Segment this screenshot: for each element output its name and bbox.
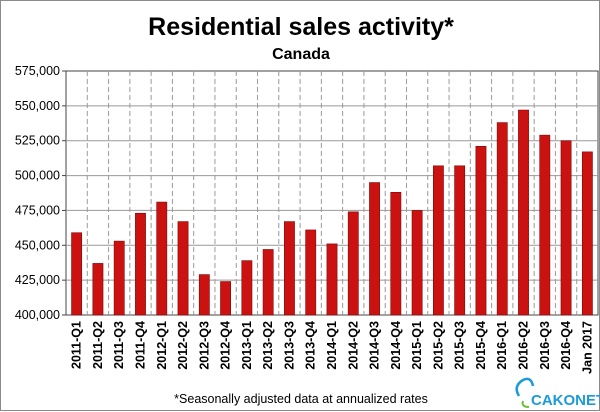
chart-title: Residential sales activity* [148, 13, 454, 41]
footnote: *Seasonally adjusted data at annualized … [174, 392, 428, 406]
x-tick-label: 2015-Q4 [474, 321, 488, 370]
y-tick-label: 525,000 [15, 134, 60, 148]
bar-jan-2017 [581, 151, 593, 316]
x-tick-label: 2013-Q4 [304, 321, 318, 370]
x-tick-label: 2016-Q1 [495, 321, 509, 370]
y-tick-label: 500,000 [15, 169, 60, 183]
y-axis-ticks: 400,000 425,000 450,000 475,000 500,000 525,0… [15, 64, 66, 322]
x-tick-label: 2015-Q3 [453, 321, 467, 370]
x-tick-label: 2016-Q3 [538, 321, 552, 370]
x-axis-ticks: 2011-Q1 2011-Q2 2011-Q3 2011-Q4 2012-Q1 2012-… [70, 321, 595, 374]
x-tick-label: 2014-Q4 [389, 321, 403, 370]
x-tick-label: 2012-Q1 [155, 321, 169, 370]
bar-2015-q4 [475, 145, 487, 316]
bar-2015-q2 [432, 165, 444, 316]
bar-2013-q4 [305, 229, 317, 316]
bar-2015-q1 [411, 210, 423, 316]
bar-2013-q1 [241, 260, 253, 316]
bar-2011-q1 [71, 232, 83, 316]
bar-2012-q1 [156, 201, 168, 316]
logo-swirl-icon [515, 377, 535, 397]
y-tick-label: 425,000 [15, 273, 60, 287]
bar-2014-q1 [326, 243, 338, 316]
vertical-gridlines [86, 71, 578, 315]
logo-leaf-icon [521, 400, 530, 408]
chart-subtitle: Canada [272, 46, 330, 63]
x-tick-label: 2015-Q2 [431, 321, 445, 370]
x-tick-label: 2016-Q2 [517, 321, 531, 370]
x-tick-label: 2011-Q2 [91, 321, 105, 369]
bar-2014-q4 [390, 192, 402, 316]
bar-series [71, 109, 593, 316]
watermark-logo: CAKONET [515, 377, 600, 409]
y-tick-label: 400,000 [15, 308, 60, 322]
bar-2011-q2 [92, 263, 104, 316]
x-tick-label: 2012-Q2 [176, 321, 190, 370]
y-tick-label: 475,000 [15, 203, 60, 217]
bar-2011-q3 [113, 240, 125, 316]
bar-2016-q3 [539, 134, 551, 316]
bar-2013-q3 [284, 221, 295, 316]
x-tick-label: 2015-Q1 [410, 321, 424, 370]
x-tick-label: 2012-Q3 [197, 321, 211, 370]
x-tick-label: 2013-Q3 [282, 321, 296, 370]
y-tick-label: 550,000 [15, 99, 60, 113]
x-tick-label: 2014-Q1 [325, 321, 339, 370]
x-tick-label: 2011-Q4 [133, 321, 147, 369]
bar-2014-q2 [347, 211, 359, 316]
watermark-text: CAKONET [531, 392, 600, 409]
horizontal-gridlines [66, 105, 598, 281]
bar-2013-q2 [262, 249, 274, 316]
x-tick-label: 2016-Q4 [559, 321, 573, 370]
bar-2012-q4 [220, 281, 232, 316]
x-tick-label: 2011-Q3 [112, 321, 126, 369]
x-tick-label: 2013-Q1 [240, 321, 254, 370]
x-tick-label: Jan 2017 [580, 321, 594, 374]
bar-2012-q3 [198, 274, 210, 316]
x-tick-label: 2012-Q4 [219, 321, 233, 370]
bar-2014-q3 [369, 182, 380, 316]
x-tick-label: 2014-Q2 [346, 321, 360, 370]
y-tick-label: 450,000 [15, 238, 60, 252]
bar-2011-q4 [135, 212, 146, 316]
bar-2016-q2 [518, 109, 529, 316]
bar-2016-q1 [496, 122, 508, 316]
bar-2015-q3 [454, 165, 466, 316]
bar-2016-q4 [560, 140, 572, 316]
x-tick-label: 2013-Q2 [261, 321, 275, 370]
x-tick-label: 2011-Q1 [70, 321, 84, 369]
bar-2012-q2 [177, 221, 189, 316]
y-tick-label: 575,000 [15, 64, 60, 78]
x-tick-label: 2014-Q3 [368, 321, 382, 370]
